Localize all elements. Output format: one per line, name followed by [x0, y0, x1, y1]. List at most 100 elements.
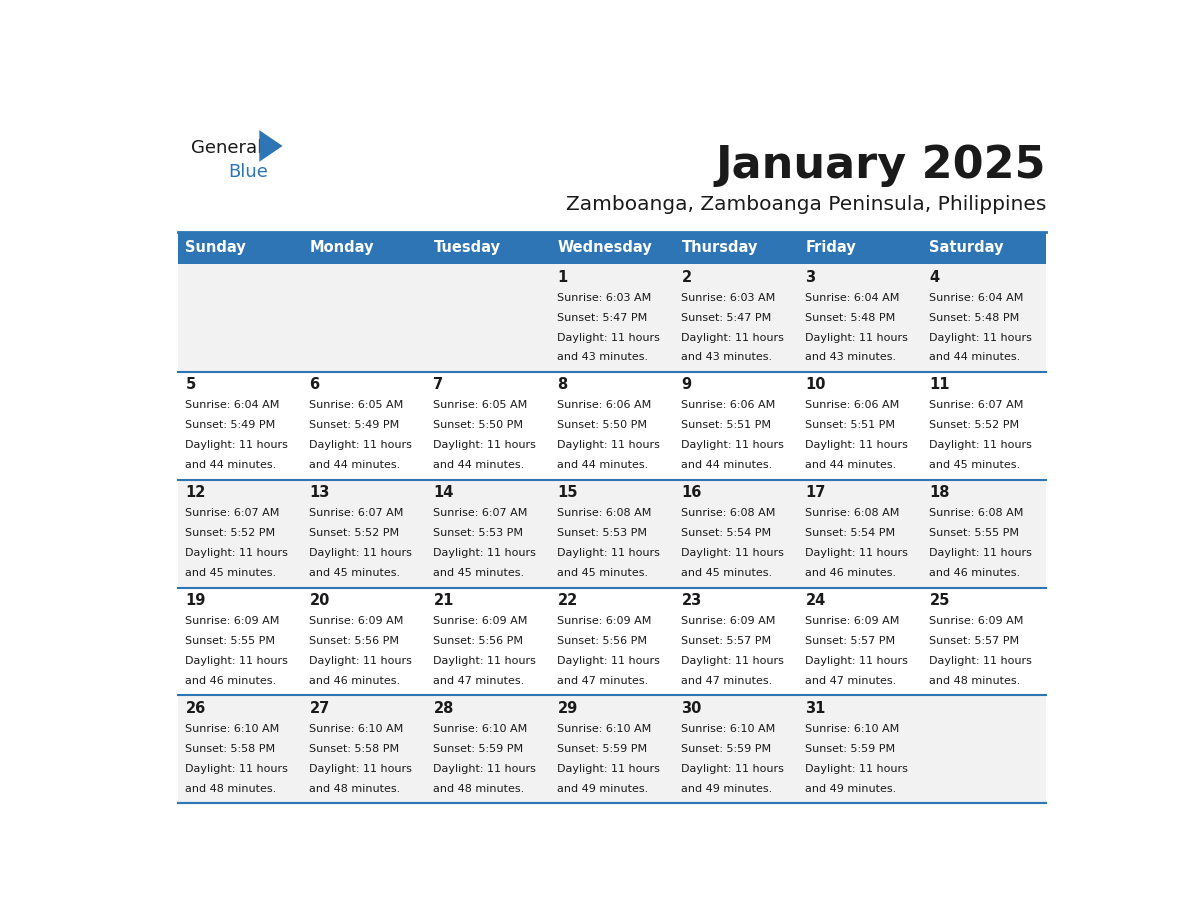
Bar	[798, 232, 922, 264]
Text: 6: 6	[309, 377, 320, 392]
Text: and 48 minutes.: and 48 minutes.	[929, 676, 1020, 686]
Text: and 44 minutes.: and 44 minutes.	[805, 460, 897, 470]
Text: 20: 20	[309, 593, 330, 608]
Text: 16: 16	[682, 485, 702, 500]
Text: Sunrise: 6:07 AM: Sunrise: 6:07 AM	[185, 509, 279, 519]
Text: Sunrise: 6:10 AM: Sunrise: 6:10 AM	[185, 724, 279, 733]
Text: Sunrise: 6:09 AM: Sunrise: 6:09 AM	[309, 616, 404, 626]
Text: Sunset: 5:51 PM: Sunset: 5:51 PM	[805, 420, 896, 431]
Text: Sunrise: 6:06 AM: Sunrise: 6:06 AM	[805, 400, 899, 410]
Text: Sunday: Sunday	[185, 241, 246, 255]
Text: Sunset: 5:47 PM: Sunset: 5:47 PM	[557, 313, 647, 322]
Text: Daylight: 11 hours: Daylight: 11 hours	[434, 656, 536, 666]
Text: Daylight: 11 hours: Daylight: 11 hours	[682, 332, 784, 342]
Bar	[302, 372, 426, 480]
Bar	[674, 480, 798, 588]
Bar	[550, 480, 674, 588]
Bar	[178, 232, 302, 264]
Bar	[550, 588, 674, 695]
Bar	[178, 480, 302, 588]
Text: Sunset: 5:48 PM: Sunset: 5:48 PM	[929, 313, 1019, 322]
Text: and 43 minutes.: and 43 minutes.	[682, 353, 772, 363]
Text: Sunset: 5:48 PM: Sunset: 5:48 PM	[805, 313, 896, 322]
Text: Sunset: 5:52 PM: Sunset: 5:52 PM	[185, 528, 276, 538]
Text: Sunrise: 6:04 AM: Sunrise: 6:04 AM	[185, 400, 279, 410]
Text: Daylight: 11 hours: Daylight: 11 hours	[929, 332, 1032, 342]
Text: Sunrise: 6:09 AM: Sunrise: 6:09 AM	[557, 616, 652, 626]
Text: Sunset: 5:59 PM: Sunset: 5:59 PM	[805, 744, 896, 754]
Text: Sunset: 5:50 PM: Sunset: 5:50 PM	[434, 420, 524, 431]
Text: Daylight: 11 hours: Daylight: 11 hours	[185, 441, 289, 451]
Text: Sunrise: 6:10 AM: Sunrise: 6:10 AM	[682, 724, 776, 733]
Text: and 46 minutes.: and 46 minutes.	[185, 676, 277, 686]
Bar	[426, 372, 550, 480]
Text: 18: 18	[929, 485, 950, 500]
Text: Sunrise: 6:09 AM: Sunrise: 6:09 AM	[682, 616, 776, 626]
Text: Sunset: 5:53 PM: Sunset: 5:53 PM	[557, 528, 647, 538]
Text: Sunset: 5:56 PM: Sunset: 5:56 PM	[434, 636, 524, 646]
Bar	[178, 372, 302, 480]
Text: Daylight: 11 hours: Daylight: 11 hours	[185, 548, 289, 558]
Text: Sunrise: 6:07 AM: Sunrise: 6:07 AM	[929, 400, 1024, 410]
Bar	[302, 264, 426, 372]
Text: 3: 3	[805, 270, 815, 285]
Text: Zamboanga, Zamboanga Peninsula, Philippines: Zamboanga, Zamboanga Peninsula, Philippi…	[565, 195, 1045, 214]
Text: Daylight: 11 hours: Daylight: 11 hours	[682, 764, 784, 774]
Text: Daylight: 11 hours: Daylight: 11 hours	[682, 656, 784, 666]
Text: 31: 31	[805, 700, 826, 716]
Text: and 45 minutes.: and 45 minutes.	[309, 568, 400, 578]
Text: Sunset: 5:54 PM: Sunset: 5:54 PM	[805, 528, 896, 538]
Text: Daylight: 11 hours: Daylight: 11 hours	[557, 764, 661, 774]
Text: Daylight: 11 hours: Daylight: 11 hours	[557, 332, 661, 342]
Text: Sunrise: 6:09 AM: Sunrise: 6:09 AM	[929, 616, 1024, 626]
Text: and 48 minutes.: and 48 minutes.	[185, 784, 277, 794]
Text: Sunrise: 6:07 AM: Sunrise: 6:07 AM	[434, 509, 527, 519]
Text: Daylight: 11 hours: Daylight: 11 hours	[309, 548, 412, 558]
Text: Sunset: 5:59 PM: Sunset: 5:59 PM	[434, 744, 524, 754]
Bar	[550, 232, 674, 264]
Text: General: General	[191, 139, 263, 157]
Bar	[674, 264, 798, 372]
Text: Sunset: 5:58 PM: Sunset: 5:58 PM	[309, 744, 399, 754]
Text: Sunrise: 6:05 AM: Sunrise: 6:05 AM	[309, 400, 404, 410]
Bar	[674, 372, 798, 480]
Text: and 47 minutes.: and 47 minutes.	[805, 676, 897, 686]
Text: Sunset: 5:56 PM: Sunset: 5:56 PM	[557, 636, 647, 646]
Text: 7: 7	[434, 377, 443, 392]
Text: Sunset: 5:56 PM: Sunset: 5:56 PM	[309, 636, 399, 646]
Bar	[922, 232, 1045, 264]
Text: Sunrise: 6:10 AM: Sunrise: 6:10 AM	[805, 724, 899, 733]
Text: Sunset: 5:55 PM: Sunset: 5:55 PM	[185, 636, 276, 646]
Text: and 44 minutes.: and 44 minutes.	[682, 460, 772, 470]
Text: 11: 11	[929, 377, 950, 392]
Text: and 49 minutes.: and 49 minutes.	[805, 784, 897, 794]
Text: 10: 10	[805, 377, 826, 392]
Text: Wednesday: Wednesday	[557, 241, 652, 255]
Text: Sunset: 5:59 PM: Sunset: 5:59 PM	[682, 744, 771, 754]
Text: Thursday: Thursday	[682, 241, 758, 255]
Bar	[178, 695, 302, 803]
Text: Daylight: 11 hours: Daylight: 11 hours	[434, 764, 536, 774]
Bar	[426, 480, 550, 588]
Text: Sunset: 5:58 PM: Sunset: 5:58 PM	[185, 744, 276, 754]
Text: Daylight: 11 hours: Daylight: 11 hours	[185, 764, 289, 774]
Bar	[302, 588, 426, 695]
Bar	[798, 372, 922, 480]
Text: January 2025: January 2025	[715, 144, 1045, 187]
Bar	[922, 588, 1045, 695]
Text: 12: 12	[185, 485, 206, 500]
Bar	[798, 588, 922, 695]
Text: Sunset: 5:57 PM: Sunset: 5:57 PM	[929, 636, 1019, 646]
Text: 5: 5	[185, 377, 196, 392]
Text: and 45 minutes.: and 45 minutes.	[682, 568, 772, 578]
Text: 13: 13	[309, 485, 330, 500]
Text: Sunset: 5:50 PM: Sunset: 5:50 PM	[557, 420, 647, 431]
Bar	[674, 695, 798, 803]
Bar	[550, 695, 674, 803]
Text: Daylight: 11 hours: Daylight: 11 hours	[682, 441, 784, 451]
Text: Sunset: 5:55 PM: Sunset: 5:55 PM	[929, 528, 1019, 538]
Text: Sunset: 5:59 PM: Sunset: 5:59 PM	[557, 744, 647, 754]
Text: Daylight: 11 hours: Daylight: 11 hours	[309, 656, 412, 666]
Text: Sunset: 5:47 PM: Sunset: 5:47 PM	[682, 313, 772, 322]
Text: and 49 minutes.: and 49 minutes.	[682, 784, 772, 794]
